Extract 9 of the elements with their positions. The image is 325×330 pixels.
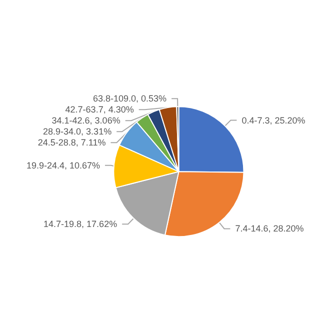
slice-label: 14.7-19.8, 17.62% xyxy=(44,219,118,230)
slice-label: 7.4-14.6, 28.20% xyxy=(235,224,304,234)
slice-label: 34.1-42.6, 3.06% xyxy=(52,116,120,126)
slice-label: 24.5-28.8, 7.11% xyxy=(38,138,106,148)
slice-label: 63.8-109.0, 0.53% xyxy=(92,94,167,104)
slice-label: 19.9-24.4, 10.67% xyxy=(26,160,100,170)
slice-label: 42.7-63.7, 4.30% xyxy=(65,104,134,115)
slice-label: 0.4-7.3, 25.20% xyxy=(242,115,306,126)
slice-label: 28.9-34.0, 3.31% xyxy=(43,126,112,137)
